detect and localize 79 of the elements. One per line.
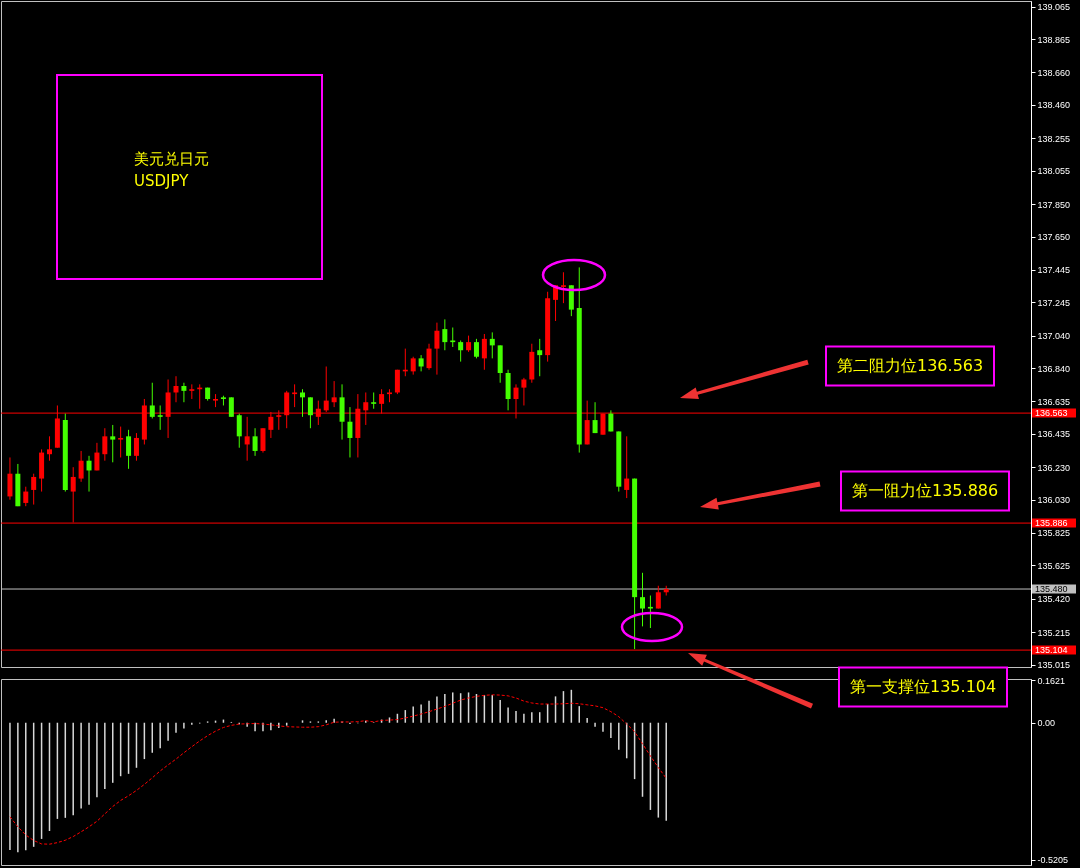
candlestick: [347, 406, 353, 458]
annotation: 第一阻力位135.886: [840, 470, 1011, 512]
y-tick-label: 135.420: [1037, 594, 1071, 605]
candlestick: [7, 456, 13, 501]
candlestick: [244, 416, 250, 462]
ref-line-label: 135.886: [1035, 518, 1068, 529]
candlestick: [426, 343, 432, 371]
y-tick-label: 138.460: [1037, 100, 1071, 111]
candlestick: [442, 318, 448, 351]
candlestick: [78, 450, 84, 483]
y-tick-label: 136.435: [1037, 429, 1071, 440]
candlestick: [647, 595, 653, 629]
candlestick: [300, 388, 306, 418]
candlestick: [655, 585, 661, 610]
y-tick-label: 138.865: [1037, 34, 1071, 45]
y-tick-label: 135.215: [1037, 627, 1071, 638]
y-tick-label: 137.650: [1037, 232, 1071, 243]
y-tick-label: 139.065: [1037, 2, 1071, 13]
y-tick-label: 138.055: [1037, 166, 1071, 177]
line-series: [9, 694, 667, 845]
y-tick-label: 137.445: [1037, 265, 1071, 276]
candlestick: [236, 413, 242, 449]
candlestick: [260, 427, 266, 454]
candlestick: [331, 380, 337, 408]
y-tick-label: 138.255: [1037, 133, 1071, 144]
candlestick: [371, 391, 377, 410]
ref-line-label: 135.480: [1035, 584, 1068, 595]
candlestick: [434, 322, 440, 376]
ref-line-label: 135.104: [1035, 645, 1068, 656]
text: 美元兑日元: [134, 149, 209, 170]
candlestick: [481, 333, 487, 371]
y-tick-label: 137.040: [1037, 331, 1071, 342]
candlestick: [489, 331, 495, 359]
annotation: 第二阻力位136.563: [825, 345, 996, 387]
candlestick: [537, 338, 543, 377]
candlestick: [149, 382, 155, 419]
candlestick: [521, 377, 527, 406]
candlestick: [46, 435, 52, 462]
candlestick: [640, 572, 646, 627]
candlestick: [624, 435, 630, 499]
candlestick: [181, 382, 187, 403]
candlestick: [133, 432, 139, 462]
y-tick-label: 136.230: [1037, 462, 1071, 473]
candlestick: [560, 271, 566, 304]
candlestick: [86, 455, 92, 493]
candlestick: [31, 473, 37, 506]
candlestick: [173, 375, 179, 403]
y-tick-label: 135.015: [1037, 660, 1071, 671]
candlestick: [228, 396, 234, 418]
annotation: 第一支撑位135.104: [838, 666, 1009, 708]
y-tick-label: 137.245: [1037, 297, 1071, 308]
y-tick-label: 137.850: [1037, 199, 1071, 210]
candlestick: [94, 442, 100, 471]
candlestick: [118, 426, 124, 458]
candlestick: [450, 327, 456, 348]
y-tick-label: -0.5205: [1037, 855, 1069, 866]
text: USDJPY: [134, 171, 190, 192]
y-tick-label: 135.825: [1037, 528, 1071, 539]
candlestick: [592, 401, 598, 434]
candlestick: [394, 369, 400, 395]
y-tick-label: 136.635: [1037, 396, 1071, 407]
candlestick: [473, 338, 479, 359]
candlestick: [102, 427, 108, 462]
candlestick: [292, 383, 298, 408]
candlestick: [157, 404, 163, 431]
y-tick-label: 138.660: [1037, 67, 1071, 78]
candlestick: [418, 354, 424, 372]
candlestick: [307, 396, 313, 429]
y-tick-label: 136.030: [1037, 495, 1071, 506]
candlestick: [252, 427, 258, 457]
candlestick: [126, 429, 132, 470]
candlestick: [110, 424, 116, 463]
y-tick-label: 136.840: [1037, 363, 1071, 374]
y-tick-label: 135.625: [1037, 560, 1071, 571]
candlestick: [458, 340, 464, 363]
y-tick-label: 0.00: [1037, 718, 1056, 729]
candlestick: [23, 486, 29, 507]
ref-line-label: 136.563: [1035, 408, 1068, 419]
y-tick-label: 0.1621: [1037, 675, 1066, 686]
